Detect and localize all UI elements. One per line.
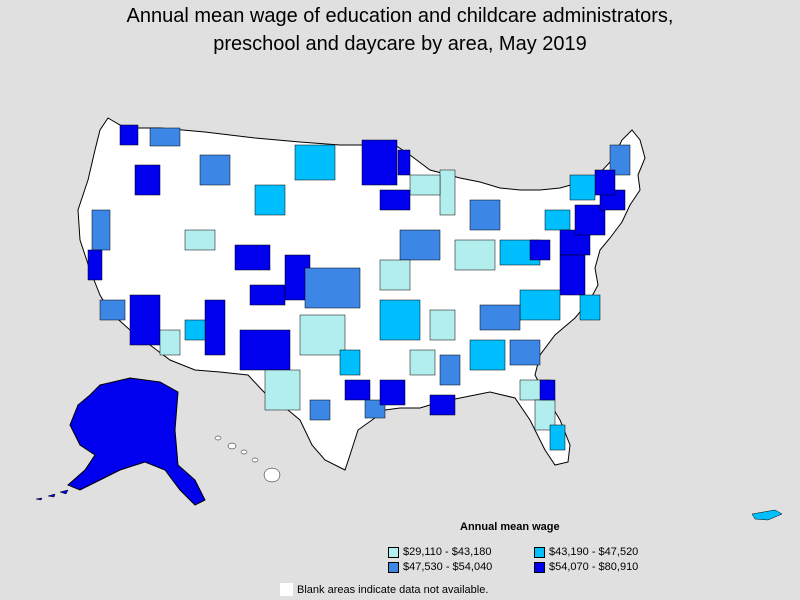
puerto-rico-shape: [751, 509, 783, 521]
legend-label-1: $29,110 - $43,180: [403, 546, 492, 558]
legend-swatch-3: [388, 561, 399, 573]
legend-swatch-1: [388, 546, 399, 558]
legend-label-2: $43,190 - $47,520: [549, 546, 639, 558]
legend-item-2: $43,190 - $47,520: [534, 546, 638, 558]
blank-areas-note: Blank areas indicate data not available.: [280, 583, 488, 596]
hawaii-shape: [214, 435, 281, 483]
legend-item-4: $54,070 - $80,910: [534, 561, 638, 573]
blank-swatch: [280, 583, 293, 596]
legend-label-3: $47,530 - $54,040: [403, 561, 493, 573]
map-title: Annual mean wage of education and childc…: [0, 2, 800, 58]
legend-label-4: $54,070 - $80,910: [549, 561, 639, 573]
aleutian-islands-shape: [35, 489, 69, 501]
map-title-line1: Annual mean wage of education and childc…: [126, 5, 674, 27]
alaska-shape: [67, 377, 206, 506]
map-title-line2: preschool and daycare by area, May 2019: [213, 33, 587, 55]
legend-title: Annual mean wage: [460, 521, 560, 533]
legend-swatch-4: [534, 561, 545, 573]
blank-areas-note-text: Blank areas indicate data not available.: [297, 583, 489, 596]
wage-regions: [87, 124, 631, 451]
legend-swatch-2: [534, 546, 545, 558]
legend-item-3: $47,530 - $54,040: [388, 561, 492, 573]
legend-item-1: $29,110 - $43,180: [388, 546, 491, 558]
